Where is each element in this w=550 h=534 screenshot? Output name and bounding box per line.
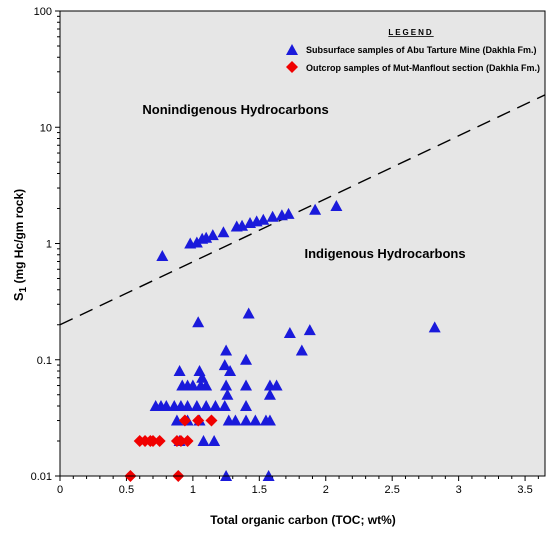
x-tick-label: 3 <box>456 484 462 496</box>
data-point-triangle <box>209 400 222 412</box>
data-point-triangle <box>206 229 219 241</box>
data-point-triangle <box>200 379 213 391</box>
legend-marker-diamond <box>286 61 298 73</box>
x-tick-label: 2.5 <box>385 484 400 496</box>
data-point-triangle <box>270 379 283 391</box>
x-tick-label: 3.5 <box>517 484 532 496</box>
data-point-diamond <box>205 414 218 427</box>
data-point-triangle <box>190 400 203 412</box>
tick-labels: 0 0.5 1 1.5 2 2.5 3 3.5 0.01 0.1 1 10 100 <box>31 6 533 496</box>
data-point-triangle <box>190 236 203 248</box>
data-point-triangle <box>330 200 343 212</box>
data-point-triangle <box>283 326 296 338</box>
data-point-triangle <box>196 371 209 383</box>
plot-border <box>59 10 546 477</box>
data-point-triangle <box>217 226 230 238</box>
legend-label-outcrop: Outcrop samples of Mut-Manflout section … <box>306 63 540 73</box>
data-point-triangle <box>309 203 322 215</box>
y-tick-label: 100 <box>34 6 52 18</box>
data-point-triangle <box>156 250 169 262</box>
x-tick-label: 1 <box>190 484 196 496</box>
data-point-triangle <box>220 379 233 391</box>
data-point-diamond <box>147 435 160 448</box>
data-point-diamond <box>178 414 191 427</box>
data-point-triangle <box>240 353 253 365</box>
data-point-triangle <box>173 365 186 377</box>
data-point-triangle <box>208 435 221 447</box>
y-axis-title-rest: (mg Hc/gm rock) <box>12 189 26 287</box>
data-point-triangle <box>303 324 316 336</box>
data-point-triangle <box>428 321 441 333</box>
data-point-triangle <box>263 388 276 400</box>
data-point-triangle <box>263 414 276 426</box>
x-tick-label: 1.5 <box>252 484 267 496</box>
data-point-diamond <box>174 435 187 448</box>
x-axis-title: Total organic carbon (TOC; wt%) <box>210 513 396 527</box>
x-tick-label: 0 <box>57 484 63 496</box>
y-axis-title-subscript: 1 <box>18 286 29 292</box>
dividing-line <box>59 94 546 326</box>
data-point-triangle <box>220 344 233 356</box>
data-point-triangle <box>224 365 237 377</box>
x-tick-label: 2 <box>323 484 329 496</box>
legend-label-subsurface: Subsurface samples of Abu Tarture Mine (… <box>306 45 537 55</box>
data-point-triangle <box>240 400 253 412</box>
y-axis-title-main: S <box>11 292 26 301</box>
dividing-line-layer <box>59 94 546 326</box>
data-point-diamond <box>153 435 166 448</box>
annotation-nonindigenous: Nonindigenous Hydrocarbons <box>142 102 328 117</box>
data-point-triangle <box>218 400 231 412</box>
data-point-diamond <box>181 435 194 448</box>
legend-title: LEGEND <box>388 28 433 37</box>
data-point-triangle <box>249 414 262 426</box>
data-point-triangle <box>240 414 253 426</box>
data-point-triangle <box>170 414 183 426</box>
legend: LEGEND Subsurface samples of Abu Tarture… <box>286 28 540 73</box>
data-point-triangle <box>218 359 231 371</box>
data-point-triangle <box>197 435 210 447</box>
data-point-triangle <box>200 400 213 412</box>
data-point-triangle <box>181 400 194 412</box>
data-point-triangle <box>240 379 253 391</box>
data-point-triangle <box>236 219 249 231</box>
data-point-triangle <box>257 213 270 225</box>
plot-area <box>60 11 545 476</box>
data-points <box>124 200 441 482</box>
data-point-triangle <box>295 344 308 356</box>
legend-marker-triangle <box>286 44 298 55</box>
data-point-triangle <box>229 414 242 426</box>
data-point-triangle <box>266 210 279 222</box>
data-point-triangle <box>160 400 173 412</box>
x-tick-label: 0.5 <box>119 484 134 496</box>
data-point-triangle <box>221 388 234 400</box>
y-axis-title: S1 (mg Hc/gm rock) <box>11 189 29 301</box>
y-tick-label: 1 <box>46 239 52 251</box>
data-point-diamond <box>192 414 205 427</box>
data-point-triangle <box>242 307 255 319</box>
y-tick-label: 0.01 <box>31 471 52 483</box>
data-point-triangle <box>186 379 199 391</box>
data-point-triangle <box>192 316 205 328</box>
y-tick-label: 0.1 <box>37 355 52 367</box>
y-tick-label: 10 <box>40 122 52 134</box>
data-point-triangle <box>282 207 295 219</box>
annotation-indigenous: Indigenous Hydrocarbons <box>304 246 465 261</box>
